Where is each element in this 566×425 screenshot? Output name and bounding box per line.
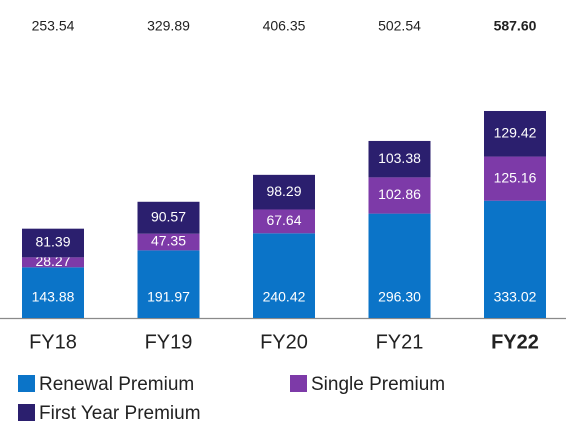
bar-segment bbox=[137, 250, 200, 318]
legend-label: Single Premium bbox=[311, 374, 445, 395]
value-label: 296.30 bbox=[378, 289, 421, 305]
bar-segment bbox=[22, 228, 84, 258]
bar-segment bbox=[368, 177, 431, 214]
legend-swatch bbox=[18, 375, 35, 392]
bar-segment bbox=[484, 156, 546, 201]
bar-segment bbox=[484, 200, 546, 318]
x-tick-label: FY20 bbox=[260, 331, 308, 353]
legend-label: Renewal Premium bbox=[39, 374, 194, 395]
value-label: 98.29 bbox=[266, 183, 301, 199]
bar-segment bbox=[484, 110, 546, 157]
bar-segment bbox=[368, 213, 431, 318]
value-label: 143.88 bbox=[32, 289, 75, 305]
total-label: 406.35 bbox=[263, 18, 306, 34]
value-label: 47.35 bbox=[151, 233, 186, 249]
value-label: 102.86 bbox=[378, 186, 421, 202]
bar-segment bbox=[253, 174, 315, 210]
total-label: 253.54 bbox=[32, 18, 75, 34]
total-label: 587.60 bbox=[494, 18, 537, 34]
value-label: 240.42 bbox=[263, 289, 306, 305]
total-label: 502.54 bbox=[378, 18, 421, 34]
value-label: 333.02 bbox=[494, 289, 537, 305]
bar-segment bbox=[22, 257, 84, 268]
x-tick-label: FY18 bbox=[29, 331, 77, 353]
bar-segment bbox=[137, 233, 200, 251]
bar-segment bbox=[22, 267, 84, 318]
legend-swatch bbox=[18, 404, 35, 421]
legend-label: First Year Premium bbox=[39, 403, 201, 424]
bar-segment bbox=[253, 209, 315, 234]
value-label: 103.38 bbox=[378, 150, 421, 166]
bar-segment bbox=[253, 233, 315, 318]
bar-segment bbox=[368, 140, 431, 178]
x-tick-label: FY22 bbox=[491, 331, 539, 353]
value-label: 81.39 bbox=[35, 234, 70, 250]
value-label: 191.97 bbox=[147, 289, 190, 305]
total-label: 329.89 bbox=[147, 18, 190, 34]
bar-segment bbox=[137, 201, 200, 234]
value-label: 129.42 bbox=[494, 124, 537, 140]
value-label: 67.64 bbox=[266, 212, 301, 228]
x-tick-label: FY21 bbox=[376, 331, 424, 353]
value-label: 90.57 bbox=[151, 208, 186, 224]
value-label: 125.16 bbox=[494, 169, 537, 185]
x-tick-label: FY19 bbox=[145, 331, 193, 353]
legend-swatch bbox=[290, 375, 307, 392]
